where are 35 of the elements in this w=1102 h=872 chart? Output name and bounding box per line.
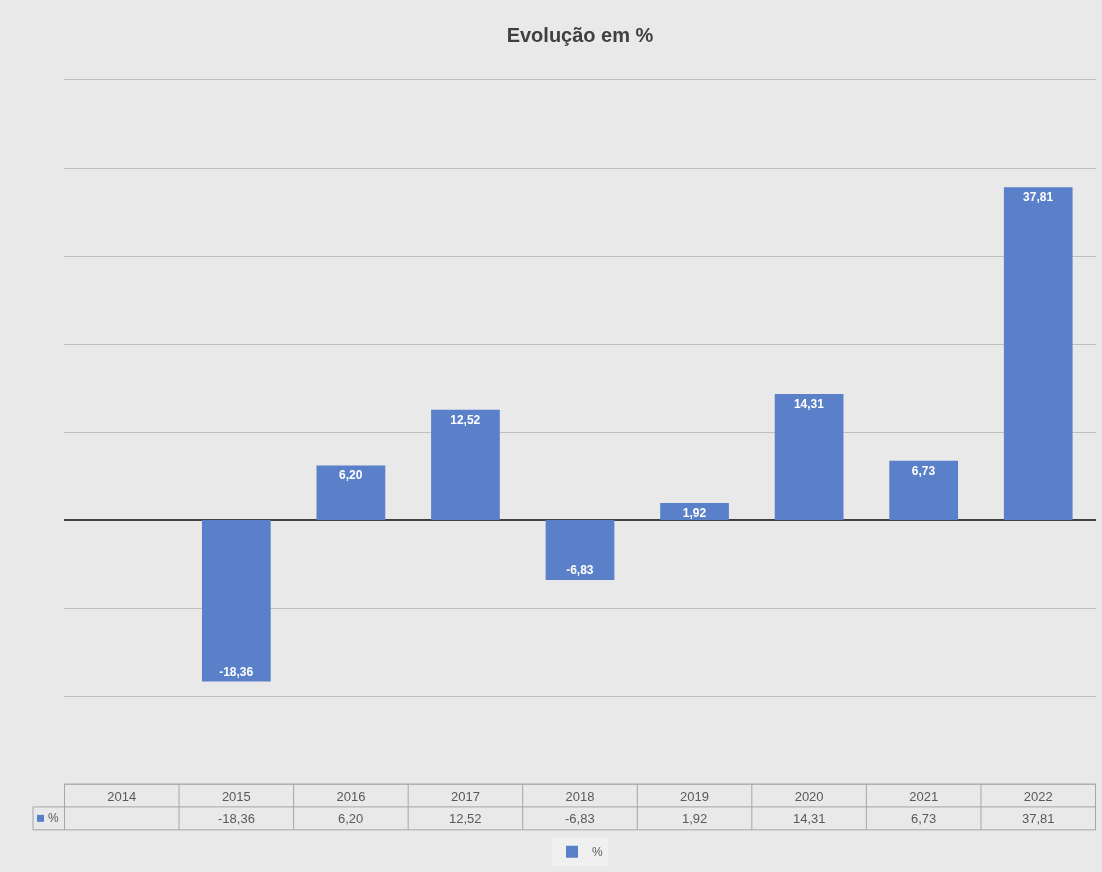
- data-label: -6,83: [565, 811, 595, 826]
- data-label: 14,31: [793, 811, 826, 826]
- bar: [431, 409, 500, 520]
- data-label: 1,92: [682, 811, 708, 826]
- text: 6,73: [911, 463, 936, 478]
- text: -18,36: [219, 664, 254, 679]
- data-label: 6,20: [338, 811, 364, 826]
- x-tick-label: 2018: [565, 788, 595, 804]
- text: %: [48, 811, 59, 825]
- bar: [201, 520, 271, 682]
- data-label: 37,81: [1022, 811, 1055, 826]
- x-tick-label: 2021: [909, 788, 939, 804]
- text: -6,83: [566, 563, 594, 578]
- x-tick-label: 2020: [794, 788, 824, 804]
- x-tick-label: 2016: [336, 788, 366, 804]
- text: 14,31: [793, 397, 824, 412]
- x-tick-label: 2017: [450, 788, 480, 804]
- chart-title: Evolução em %: [506, 24, 654, 46]
- text: 37,81: [1023, 190, 1054, 205]
- bar: [1003, 187, 1073, 520]
- bar: [545, 520, 615, 581]
- x-tick-label: 2019: [680, 788, 710, 804]
- x-tick-label: 2022: [1023, 788, 1053, 804]
- bar: [316, 465, 386, 520]
- bar: [774, 394, 844, 520]
- text: 1,92: [682, 506, 707, 521]
- bar: [889, 460, 959, 520]
- data-label: 6,73: [911, 811, 937, 826]
- data-label: -18,36: [218, 811, 255, 826]
- data-label: 12,52: [449, 811, 482, 826]
- x-tick-label: 2015: [221, 788, 251, 804]
- legend-label: %: [592, 845, 603, 860]
- text: 6,20: [339, 468, 363, 483]
- text: 12,52: [450, 412, 481, 427]
- x-tick-label: 2014: [107, 788, 137, 804]
